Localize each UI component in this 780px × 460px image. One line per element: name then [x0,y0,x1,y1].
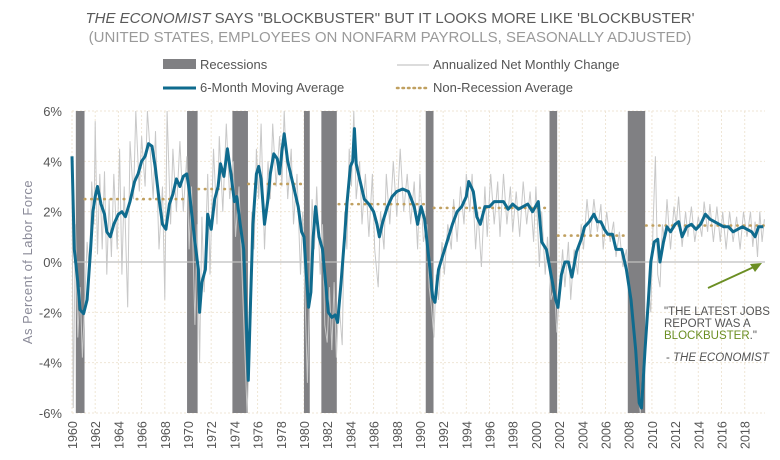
x-tick-label: 1978 [275,421,289,449]
chart-subtitle: (UNITED STATES, EMPLOYEES ON NONFARM PAY… [89,29,692,46]
x-tick-label: 2018 [739,421,753,449]
x-tick-label: 2010 [646,421,660,449]
x-tick-label: 1992 [437,421,451,449]
annotation: "THE LATEST JOBS REPORT WAS A BLOCKBUSTE… [664,263,770,364]
y-tick-label: 6% [43,104,62,119]
moving-average-series [70,127,764,410]
x-tick-label: 1960 [66,421,80,449]
x-tick-label: 1988 [391,421,405,449]
y-tick-label: -6% [39,406,63,421]
y-tick-label: -4% [39,356,63,371]
y-tick-label: -2% [39,305,63,320]
y-axis-ticks: -6% -4% -2% 0% 2% 4% 6% [39,104,63,421]
x-tick-label: 2012 [669,421,683,449]
legend-label-moving-avg: 6-Month Moving Average [200,80,344,95]
x-tick-label: 1974 [228,421,242,449]
chart-title-italic: THE ECONOMIST [85,10,212,27]
legend-swatch-recessions [163,59,196,69]
arrow-head-icon [750,263,762,272]
legend-label-monthly: Annualized Net Monthly Change [433,57,619,72]
x-axis-ticks: 1960 1962 1964 1966 1968 1970 1972 1974 1976 1978… [66,421,753,449]
annotation-attribution: - THE ECONOMIST [666,352,770,364]
x-tick-label: 1986 [368,421,382,449]
x-tick-label: 1998 [507,421,521,449]
x-tick-label: 1966 [136,421,150,449]
x-tick-label: 2004 [576,421,590,449]
annotation-line-1: "THE LATEST JOBS [664,306,770,318]
moving-average-line [70,127,764,410]
x-tick-label: 1996 [484,421,498,449]
y-axis-title: As Percent of Labor Force [20,180,35,344]
annotation-attribution-source: THE ECONOMIST [673,352,770,364]
x-tick-label: 1964 [112,421,126,449]
x-tick-label: 1968 [159,421,173,449]
x-tick-label: 1980 [298,421,312,449]
chart-title-rest: SAYS "BLOCKBUSTER" BUT IT LOOKS MORE LIK… [211,10,695,27]
x-tick-label: 1984 [344,421,358,449]
x-tick-label: 2016 [716,421,730,449]
annotation-line-2: REPORT WAS A [664,318,751,330]
annotation-line-3: BLOCKBUSTER." [664,330,757,342]
x-tick-label: 2014 [692,421,706,449]
annotation-line-3-rest: ." [750,330,757,342]
x-tick-label: 1970 [182,421,196,449]
arrow-line [707,265,757,289]
annotation-highlight: BLOCKBUSTER [664,330,750,342]
x-tick-label: 2008 [623,421,637,449]
chart-title: THE ECONOMIST SAYS "BLOCKBUSTER" BUT IT … [85,10,694,27]
y-tick-label: 4% [43,154,62,169]
annotation-attribution-dash: - [666,352,673,364]
legend-label-non-recession-avg: Non-Recession Average [433,80,573,95]
x-tick-label: 2006 [600,421,614,449]
legend-label-recessions: Recessions [200,57,268,72]
x-tick-label: 1994 [460,421,474,449]
x-tick-label: 1982 [321,421,335,449]
x-tick-label: 1972 [205,421,219,449]
x-tick-label: 1990 [414,421,428,449]
x-tick-label: 1976 [252,421,266,449]
y-tick-label: 0% [43,255,62,270]
x-tick-label: 2000 [530,421,544,449]
legend: Recessions Annualized Net Monthly Change… [163,57,619,95]
y-tick-label: 2% [43,205,62,220]
x-tick-label: 2002 [553,421,567,449]
x-tick-label: 1962 [89,421,103,449]
grid [71,110,765,414]
